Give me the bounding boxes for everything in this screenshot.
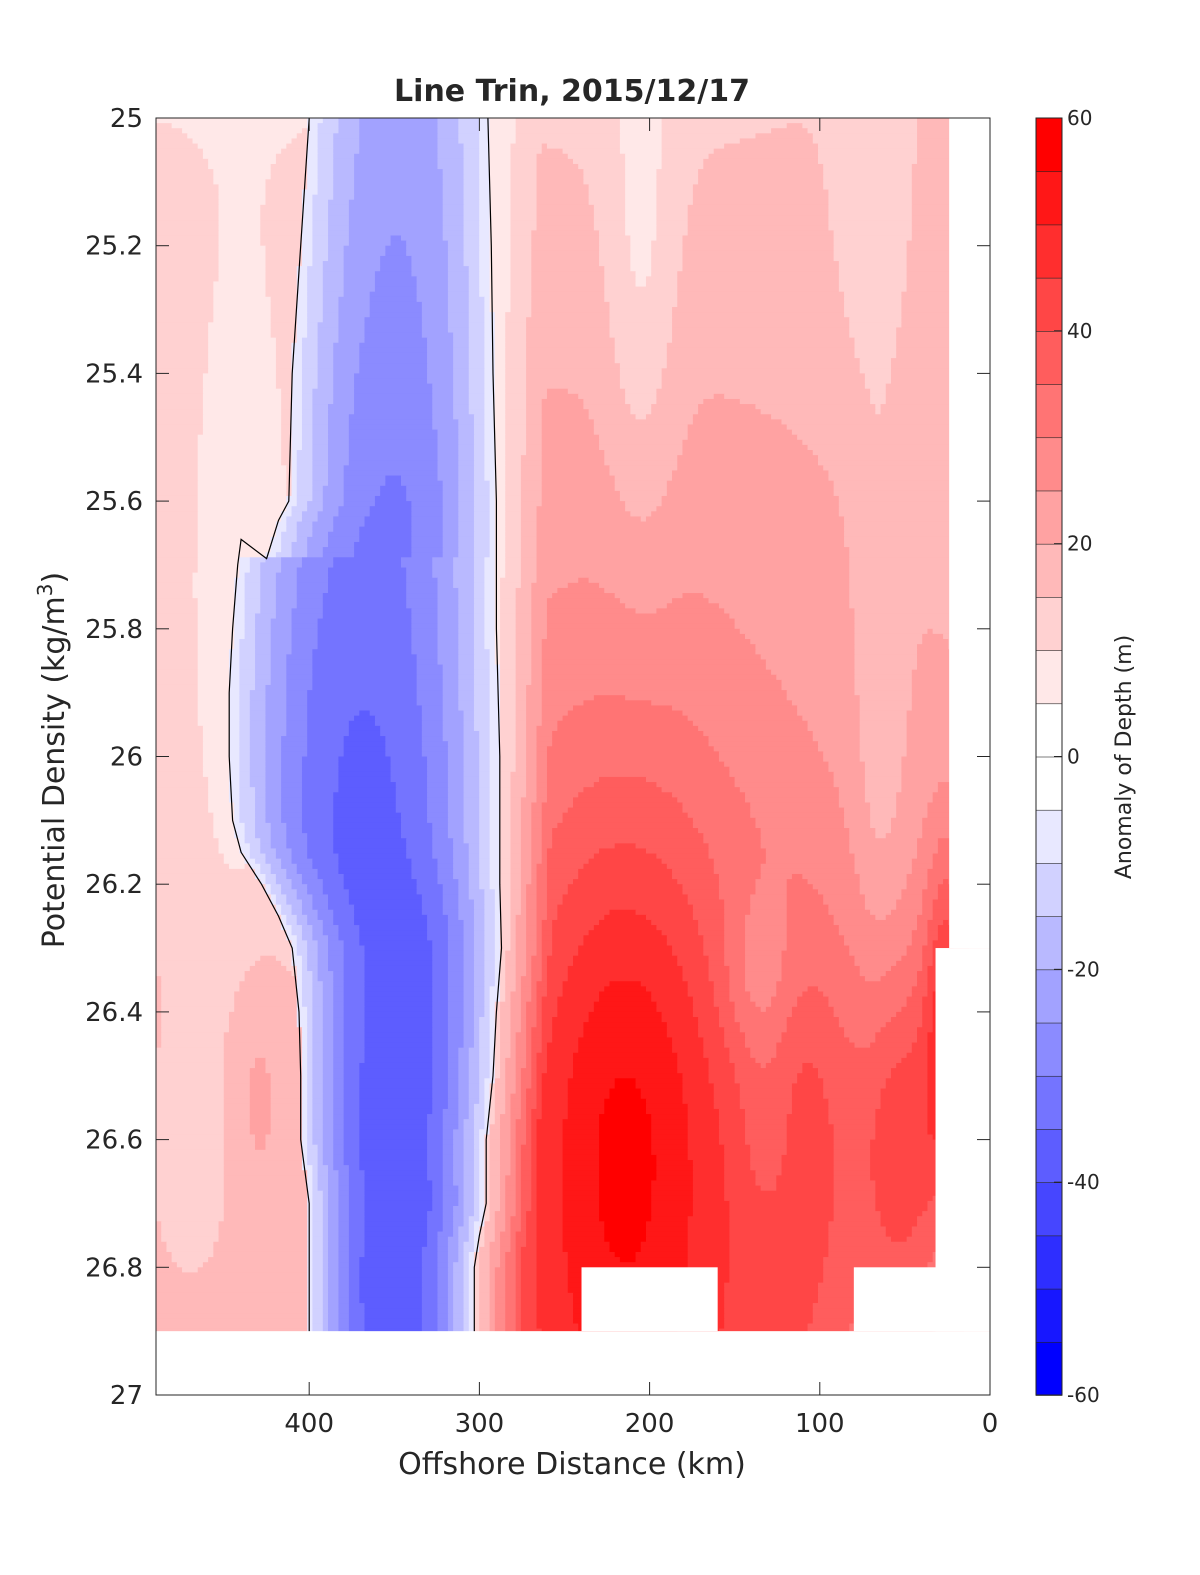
colorbar-label: Anomaly of Depth (m) xyxy=(1112,635,1137,879)
zero-contour-east xyxy=(473,118,503,1332)
y-axis-label: Potential Density (kg/m3) xyxy=(33,572,72,948)
y-tick-label: 26.8 xyxy=(85,1253,143,1283)
colorbar-band xyxy=(1035,969,1063,1024)
colorbar-tick-label: 20 xyxy=(1067,532,1092,556)
colorbar-band xyxy=(1035,862,1063,917)
colorbar-tick-label: -20 xyxy=(1067,957,1100,981)
y-tick-label: 25.2 xyxy=(85,232,143,262)
colorbar: 60 40 20 0 -20 -40 -60 Anomaly of Depth (m) xyxy=(1035,106,1137,1407)
colorbar-band xyxy=(1035,170,1063,226)
colorbar-scale xyxy=(1035,117,1063,1396)
plot-area: 400 300 200 100 0 25 25.2 25.4 25.6 25.8 26 26.2 26… xyxy=(85,104,998,1439)
y-axis-label-close: ) xyxy=(37,572,72,584)
colorbar-ticks: 60 40 20 0 -20 -40 -60 xyxy=(1054,106,1100,1407)
colorbar-tick-label: -60 xyxy=(1067,1383,1100,1407)
x-tick-label: 300 xyxy=(455,1409,505,1439)
colorbar-band xyxy=(1035,596,1063,651)
colorbar-band xyxy=(1035,383,1063,439)
colorbar-band xyxy=(1035,702,1063,758)
colorbar-band xyxy=(1035,117,1063,173)
colorbar-tick-label: 40 xyxy=(1067,319,1092,343)
colorbar-tick-label: 60 xyxy=(1067,106,1092,130)
y-axis-label-main: Potential Density (kg/m xyxy=(37,596,72,948)
y-tick-label: 25.4 xyxy=(85,359,143,389)
x-tick-label: 200 xyxy=(625,1409,675,1439)
colorbar-band xyxy=(1035,756,1063,811)
y-tick-label: 26.6 xyxy=(85,1126,143,1156)
colorbar-band xyxy=(1035,1128,1063,1183)
zero-contour-west xyxy=(228,118,310,1332)
zero-contour-lines xyxy=(228,118,503,1332)
colorbar-band xyxy=(1035,649,1063,705)
chart-title: Line Trin, 2015/12/17 xyxy=(394,74,750,109)
colorbar-band xyxy=(1035,1341,1063,1396)
x-axis-ticks: 400 300 200 100 0 xyxy=(284,118,998,1439)
colorbar-band xyxy=(1035,1022,1063,1077)
colorbar-band xyxy=(1035,277,1063,332)
contour-fill xyxy=(156,118,990,1395)
colorbar-band xyxy=(1035,490,1063,545)
colorbar-band xyxy=(1035,1181,1063,1237)
y-axis-ticks: 25 25.2 25.4 25.6 25.8 26 26.2 26.4 26.6 26.8 27 xyxy=(85,104,990,1411)
colorbar-band xyxy=(1035,1288,1063,1343)
colorbar-band xyxy=(1035,915,1063,971)
colorbar-band xyxy=(1035,330,1063,385)
y-tick-label: 26 xyxy=(110,743,143,773)
y-tick-label: 26.4 xyxy=(85,998,143,1028)
colorbar-band xyxy=(1035,1075,1063,1130)
y-tick-label: 26.2 xyxy=(85,870,143,900)
y-tick-label: 27 xyxy=(110,1381,143,1411)
colorbar-tick-label: -40 xyxy=(1067,1170,1100,1194)
colorbar-band xyxy=(1035,1235,1063,1290)
colorbar-band xyxy=(1035,809,1063,864)
y-tick-label: 25.6 xyxy=(85,487,143,517)
colorbar-tick-label: 0 xyxy=(1067,745,1080,769)
colorbar-band xyxy=(1035,436,1063,492)
y-tick-label: 25 xyxy=(110,104,143,134)
x-tick-label: 400 xyxy=(284,1409,334,1439)
y-axis-label-sup: 3 xyxy=(33,583,57,596)
x-axis-label: Offshore Distance (km) xyxy=(398,1447,746,1482)
colorbar-band xyxy=(1035,543,1063,598)
x-tick-label: 100 xyxy=(795,1409,845,1439)
colorbar-band xyxy=(1035,224,1063,279)
no-data-mask xyxy=(156,118,990,1395)
x-tick-label: 0 xyxy=(982,1409,999,1439)
y-tick-label: 25.8 xyxy=(85,615,143,645)
